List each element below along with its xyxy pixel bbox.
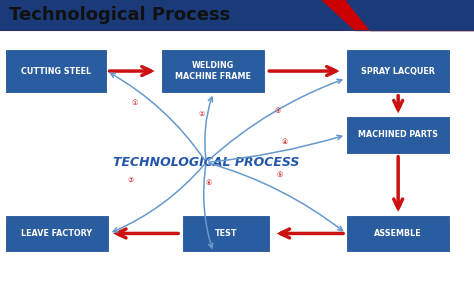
FancyBboxPatch shape xyxy=(346,116,450,154)
Text: CUTTING STEEL: CUTTING STEEL xyxy=(21,66,91,76)
Text: ⑥: ⑥ xyxy=(205,180,212,186)
Text: ⑦: ⑦ xyxy=(127,177,134,183)
FancyBboxPatch shape xyxy=(5,49,107,93)
Text: ②: ② xyxy=(198,111,205,117)
Text: ASSEMBLE: ASSEMBLE xyxy=(374,229,422,238)
FancyBboxPatch shape xyxy=(161,49,265,93)
FancyBboxPatch shape xyxy=(346,49,450,93)
FancyBboxPatch shape xyxy=(182,215,270,252)
Text: ①: ① xyxy=(132,100,138,106)
Text: Technological Process: Technological Process xyxy=(9,6,230,23)
FancyBboxPatch shape xyxy=(346,215,450,252)
Text: TEST: TEST xyxy=(215,229,237,238)
Text: ③: ③ xyxy=(274,108,281,114)
Polygon shape xyxy=(346,0,474,30)
Text: SPRAY LACQUER: SPRAY LACQUER xyxy=(361,66,435,76)
Text: TECHNOLOGICAL PROCESS: TECHNOLOGICAL PROCESS xyxy=(113,156,300,169)
Text: ④: ④ xyxy=(281,139,288,145)
FancyBboxPatch shape xyxy=(5,215,109,252)
Bar xyxy=(0,0,474,30)
Text: WELDING
MACHINE FRAME: WELDING MACHINE FRAME xyxy=(175,61,251,81)
Text: LEAVE FACTORY: LEAVE FACTORY xyxy=(21,229,92,238)
Text: MACHINED PARTS: MACHINED PARTS xyxy=(358,130,438,139)
Polygon shape xyxy=(322,0,474,30)
Text: ⑤: ⑤ xyxy=(276,173,283,178)
